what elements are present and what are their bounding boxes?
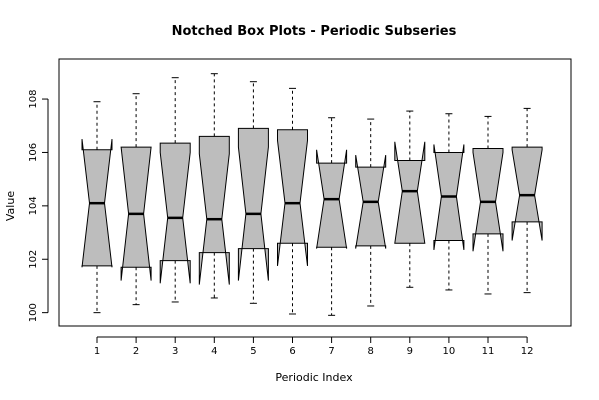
x-tick-label: 1 <box>94 346 100 357</box>
box-2 <box>120 93 152 306</box>
box-4 <box>198 73 230 299</box>
notched-box <box>277 129 308 266</box>
box-9 <box>394 110 426 288</box>
y-tick-label: 106 <box>28 143 39 162</box>
notched-box <box>511 146 543 241</box>
box-3 <box>159 77 191 303</box>
x-tick-label: 8 <box>368 346 374 357</box>
x-tick-label: 7 <box>328 346 334 357</box>
notched-box <box>472 147 504 252</box>
box-6 <box>277 87 308 315</box>
plot-frame <box>58 58 572 327</box>
x-axis: 1 2 3 4 5 6 7 8 9 10 11 12 <box>94 336 534 357</box>
x-tick-label: 3 <box>172 346 178 357</box>
x-tick-label: 2 <box>133 346 139 357</box>
x-tick-label: 10 <box>443 346 456 357</box>
box-10 <box>433 113 465 291</box>
x-tick-label: 6 <box>289 346 295 357</box>
notched-box <box>394 141 426 244</box>
y-axis: 100 102 104 106 108 <box>28 90 49 322</box>
box-1 <box>81 101 113 314</box>
box-group <box>81 73 543 316</box>
notched-box <box>159 142 191 284</box>
notched-box <box>237 127 269 281</box>
y-tick-label: 102 <box>28 250 39 269</box>
chart-title: Notched Box Plots - Periodic Subseries <box>172 24 457 39</box>
box-8 <box>355 118 387 307</box>
box-5 <box>237 81 269 304</box>
notched-box <box>198 135 230 285</box>
box-12 <box>511 107 543 294</box>
box-11 <box>472 115 504 295</box>
x-tick-label: 5 <box>250 346 256 357</box>
x-tick-label: 11 <box>482 346 495 357</box>
y-tick-label: 100 <box>28 303 39 322</box>
x-tick-label: 4 <box>211 346 217 357</box>
y-tick-label: 104 <box>28 196 39 215</box>
box-7 <box>316 117 348 316</box>
y-axis-label: Value <box>4 191 17 221</box>
x-tick-label: 9 <box>407 346 413 357</box>
x-tick-label: 12 <box>521 346 534 357</box>
x-axis-label: Periodic Index <box>275 371 353 384</box>
y-tick-label: 108 <box>28 90 39 109</box>
